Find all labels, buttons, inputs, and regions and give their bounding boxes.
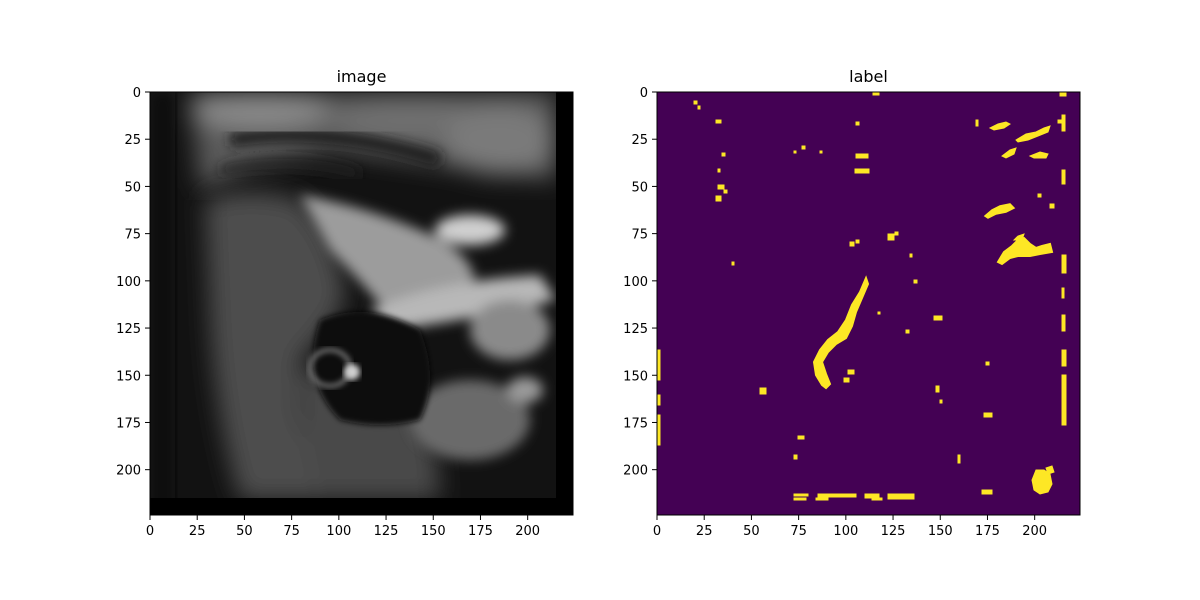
label-mask-regions (657, 92, 1067, 501)
mri-image (150, 92, 573, 515)
label-ytick-label: 25 (631, 133, 648, 148)
label-xtick-label: 150 (928, 524, 953, 539)
mri-vertebra (308, 348, 360, 388)
mri-dark-streaks (219, 128, 443, 179)
label-xtick-label: 25 (696, 524, 713, 539)
label-xtick-label: 100 (833, 524, 858, 539)
mri-dark-cavity (313, 312, 430, 425)
panel-image: image (116, 67, 574, 539)
panel-image-title: image (337, 67, 387, 86)
label-xtick-label: 200 (1022, 524, 1047, 539)
label-ytick-label: 150 (623, 369, 648, 384)
image-xtick-label: 125 (374, 524, 399, 539)
image-xtick-label: 100 (326, 524, 351, 539)
label-xtick-label: 50 (743, 524, 760, 539)
image-xtick-label: 25 (189, 524, 206, 539)
image-ytick-label: 125 (116, 322, 141, 337)
image-ytick-label: 200 (116, 464, 141, 479)
label-ytick-label: 175 (623, 416, 648, 431)
image-axes-frame (149, 91, 574, 516)
image-xtick-label: 0 (146, 524, 154, 539)
label-ytick-label: 50 (631, 180, 648, 195)
image-ytick-label: 50 (124, 180, 141, 195)
image-xtick-label: 200 (515, 524, 540, 539)
label-ytick-label: 125 (623, 322, 648, 337)
image-ytick-label: 75 (124, 228, 141, 243)
image-xtick-label: 175 (468, 524, 493, 539)
image-ytick-label: 0 (133, 86, 141, 101)
label-ytick-label: 0 (640, 86, 648, 101)
label-ytick-label: 75 (631, 228, 648, 243)
label-xtick-label: 125 (881, 524, 906, 539)
label-xtick-label: 175 (975, 524, 1000, 539)
panel-label-title: label (849, 67, 888, 86)
label-ytick-label: 200 (623, 464, 648, 479)
panel-label: label (623, 67, 1081, 539)
mri-bright-tissue (300, 195, 556, 460)
label-ytick-label: 100 (623, 275, 648, 290)
image-xtick-label: 150 (421, 524, 446, 539)
label-mask (657, 92, 1080, 515)
label-ticks: 0 25 50 75 100 125 150 175 200 0 25 50 75 100 125 150 17… (623, 86, 1047, 539)
image-ticks: 0 25 50 75 100 125 150 175 200 0 25 50 75 100 125 150 17… (116, 86, 540, 539)
image-ytick-label: 150 (116, 369, 141, 384)
image-ytick-label: 100 (116, 275, 141, 290)
label-xtick-label: 0 (653, 524, 661, 539)
label-axes-frame (656, 91, 1081, 516)
label-xtick-label: 75 (790, 524, 807, 539)
image-ytick-label: 25 (124, 133, 141, 148)
image-ytick-label: 175 (116, 416, 141, 431)
image-xtick-label: 50 (236, 524, 253, 539)
image-xtick-label: 75 (283, 524, 300, 539)
